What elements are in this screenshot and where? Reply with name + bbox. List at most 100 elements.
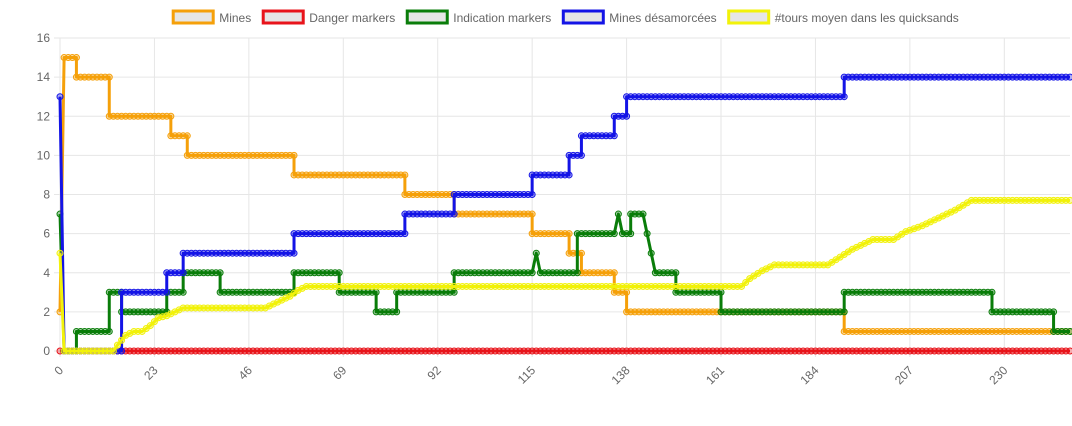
data-point <box>610 269 618 277</box>
data-point <box>290 249 298 257</box>
legend-item-mines[interactable]: Mines <box>171 9 251 25</box>
data-point <box>109 347 117 355</box>
data-point <box>1066 196 1072 204</box>
data-point <box>450 288 458 296</box>
data-point <box>183 132 191 140</box>
data-point <box>163 288 171 296</box>
data-point <box>113 341 121 349</box>
x-tick-label: 23 <box>141 363 161 383</box>
data-point <box>150 318 158 326</box>
data-point <box>118 336 126 344</box>
data-point <box>623 288 631 296</box>
series-mines <box>56 54 1072 335</box>
legend-item-mines-d-samorc-es[interactable]: Mines désamorcées <box>561 9 717 25</box>
series-mines-d-samorc-es <box>56 73 1072 355</box>
data-point <box>528 210 536 218</box>
legend-swatch <box>561 9 605 25</box>
data-point <box>738 282 746 290</box>
data-point <box>56 93 64 101</box>
series-line <box>58 212 1070 353</box>
data-point <box>290 151 298 159</box>
legend-swatch <box>405 9 449 25</box>
y-tick-label: 2 <box>43 305 50 319</box>
data-point <box>623 112 631 120</box>
legend-item-tours-moyen-dans-les-quicksands[interactable]: #tours moyen dans les quicksands <box>727 9 959 25</box>
data-point <box>105 73 113 81</box>
data-point <box>988 288 996 296</box>
data-point <box>840 308 848 316</box>
data-point <box>72 54 80 62</box>
legend-item-danger-markers[interactable]: Danger markers <box>261 9 395 25</box>
data-point <box>627 230 635 238</box>
data-point <box>1066 347 1072 355</box>
series-points <box>56 196 1072 355</box>
x-tick-label: 115 <box>515 363 539 387</box>
data-point <box>639 210 647 218</box>
data-point <box>577 151 585 159</box>
legend-label: Mines <box>219 11 251 25</box>
x-axis: 0 23 46 69 92 115 138 161 184 207 230 <box>51 363 1010 387</box>
legend-swatch <box>171 9 215 25</box>
data-point <box>1050 308 1058 316</box>
x-tick-label: 69 <box>330 363 350 383</box>
data-point <box>565 171 573 179</box>
data-point <box>643 230 651 238</box>
data-point <box>146 322 154 330</box>
data-point <box>401 171 409 179</box>
data-point <box>105 327 113 335</box>
data-point <box>528 191 536 198</box>
legend-label: Mines désamorcées <box>609 11 716 25</box>
y-tick-label: 8 <box>43 188 50 202</box>
data-point <box>179 288 187 296</box>
data-point <box>614 210 622 218</box>
legend-swatch <box>261 9 305 25</box>
x-tick-label: 46 <box>236 363 256 383</box>
y-tick-label: 14 <box>37 70 51 84</box>
data-point <box>216 269 224 277</box>
legend[interactable]: Mines Danger markers Indication markers Min… <box>171 9 959 25</box>
legend-label: Indication markers <box>453 11 551 25</box>
data-point <box>167 112 175 120</box>
data-point <box>450 210 458 218</box>
data-point <box>565 230 573 238</box>
x-tick-label: 161 <box>703 363 727 387</box>
data-point <box>1066 73 1072 81</box>
data-point <box>610 132 618 140</box>
y-axis: 0 2 4 6 8 10 12 14 16 <box>37 31 51 358</box>
data-point <box>610 230 618 238</box>
y-tick-label: 6 <box>43 227 50 241</box>
series-points <box>56 347 1072 355</box>
data-point <box>372 288 380 296</box>
data-point <box>717 288 725 296</box>
x-tick-label: 207 <box>892 363 916 387</box>
data-point <box>401 230 409 238</box>
series-tours-moyen-dans-les-quicksands <box>56 196 1072 355</box>
data-point <box>335 269 343 277</box>
y-tick-label: 16 <box>37 31 51 45</box>
y-tick-label: 10 <box>37 148 51 162</box>
data-point <box>672 269 680 277</box>
x-tick-label: 0 <box>51 363 66 378</box>
data-point <box>647 249 655 257</box>
data-point <box>840 93 848 101</box>
data-point <box>393 308 401 316</box>
legend-item-indication-markers[interactable]: Indication markers <box>405 9 551 25</box>
series-line <box>58 75 1070 353</box>
x-tick-label: 138 <box>609 363 633 387</box>
y-tick-label: 12 <box>37 109 51 123</box>
data-point <box>1066 327 1072 335</box>
data-point <box>742 279 750 287</box>
series-group <box>56 54 1072 355</box>
data-point <box>56 249 64 257</box>
series-points <box>56 73 1072 355</box>
legend-swatch <box>727 9 771 25</box>
data-point <box>179 269 187 277</box>
x-tick-label: 184 <box>798 363 822 387</box>
data-point <box>118 347 126 355</box>
legend-label: #tours moyen dans les quicksands <box>775 11 959 25</box>
y-tick-label: 0 <box>43 344 50 358</box>
data-point <box>528 269 536 277</box>
data-point <box>573 269 581 277</box>
series-points <box>56 54 1072 335</box>
